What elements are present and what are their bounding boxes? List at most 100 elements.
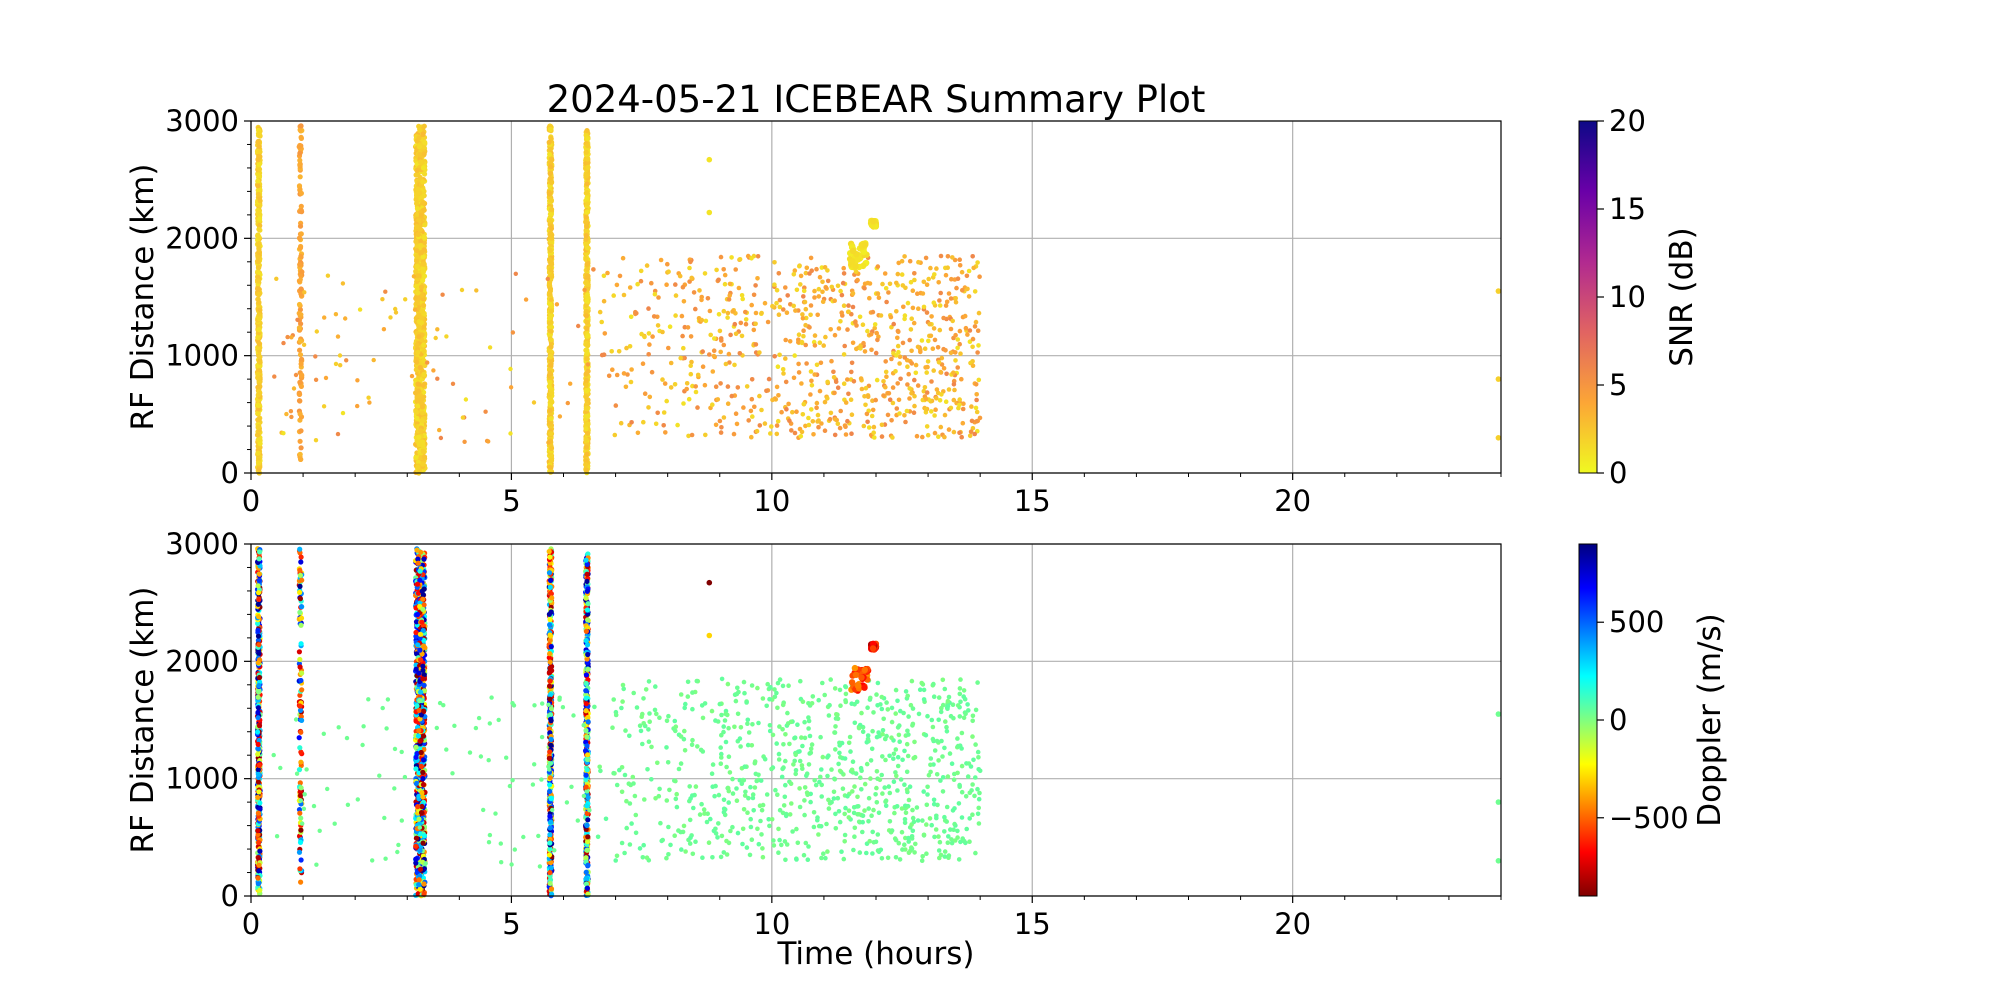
data-point — [413, 744, 419, 750]
data-point — [413, 835, 419, 841]
data-point — [684, 386, 689, 392]
data-point — [921, 304, 927, 310]
data-point — [414, 611, 421, 618]
data-point — [420, 782, 427, 788]
data-point — [546, 139, 552, 145]
data-point — [823, 334, 828, 340]
data-point — [755, 253, 761, 259]
data-point — [730, 309, 735, 314]
data-point — [913, 362, 919, 368]
data-point — [935, 345, 941, 350]
data-point — [601, 273, 607, 279]
data-point — [298, 827, 304, 833]
data-point — [746, 418, 751, 423]
data-point — [289, 335, 294, 340]
data-point — [420, 840, 426, 846]
data-point — [807, 325, 812, 330]
data-point — [548, 445, 555, 451]
data-point — [952, 387, 957, 393]
data-point — [757, 350, 762, 355]
data-point — [803, 306, 809, 312]
data-point — [853, 319, 858, 324]
data-point — [849, 412, 855, 418]
data-point — [933, 407, 938, 413]
data-point — [585, 201, 591, 207]
data-point — [255, 375, 261, 381]
data-point — [727, 360, 732, 365]
data-point — [460, 415, 466, 420]
data-point — [843, 400, 849, 405]
data-point — [920, 291, 926, 296]
data-point — [333, 361, 339, 367]
data-point — [664, 398, 669, 404]
data-point — [976, 343, 981, 348]
data-point — [584, 195, 590, 201]
data-point — [415, 642, 421, 648]
data-point — [420, 278, 426, 284]
data-point — [812, 333, 818, 338]
data-point — [298, 253, 304, 259]
data-point — [776, 271, 782, 276]
data-point — [850, 304, 856, 310]
data-point — [815, 419, 820, 424]
data-point — [381, 327, 387, 332]
data-point — [957, 397, 962, 402]
data-point — [641, 419, 646, 425]
data-point — [298, 554, 304, 560]
data-point — [297, 780, 303, 786]
data-point — [298, 456, 304, 462]
data-point — [802, 285, 807, 291]
data-point — [814, 405, 819, 411]
data-point — [849, 258, 856, 265]
data-point — [735, 385, 741, 390]
data-point — [663, 430, 668, 435]
data-point — [421, 200, 427, 206]
data-point — [417, 151, 423, 157]
data-point — [673, 313, 678, 318]
data-point — [828, 410, 834, 416]
data-point — [838, 288, 843, 294]
data-point — [919, 338, 925, 343]
data-point — [583, 236, 589, 242]
data-point — [792, 353, 797, 358]
data-point — [688, 334, 694, 339]
data-point — [808, 369, 814, 374]
data-point — [584, 273, 591, 279]
data-point — [783, 356, 788, 361]
data-point — [642, 334, 647, 340]
data-point — [421, 342, 427, 348]
data-point — [876, 295, 882, 301]
data-point — [909, 316, 914, 322]
data-point — [255, 183, 261, 189]
data-point — [959, 269, 965, 275]
data-point — [388, 315, 393, 320]
data-point — [640, 361, 646, 367]
data-point — [768, 431, 773, 436]
data-point — [873, 397, 878, 403]
data-point — [642, 391, 648, 397]
data-point — [869, 347, 874, 353]
data-point — [908, 327, 914, 332]
data-point — [298, 677, 304, 684]
data-point — [299, 687, 305, 693]
data-point — [418, 242, 424, 249]
data-point — [666, 269, 671, 275]
data-point — [959, 376, 964, 382]
data-point — [972, 289, 978, 294]
data-point — [420, 606, 426, 612]
data-point — [417, 568, 423, 574]
data-point — [796, 370, 802, 375]
data-point — [922, 346, 928, 352]
data-point — [414, 780, 420, 786]
data-point — [417, 866, 424, 872]
data-point — [257, 359, 263, 365]
data-point — [946, 427, 952, 432]
data-point — [646, 331, 652, 336]
data-point — [858, 376, 864, 381]
data-point — [333, 312, 339, 317]
data-point — [862, 241, 869, 248]
data-point — [845, 309, 851, 315]
data-point — [732, 362, 737, 368]
data-point — [256, 240, 262, 246]
